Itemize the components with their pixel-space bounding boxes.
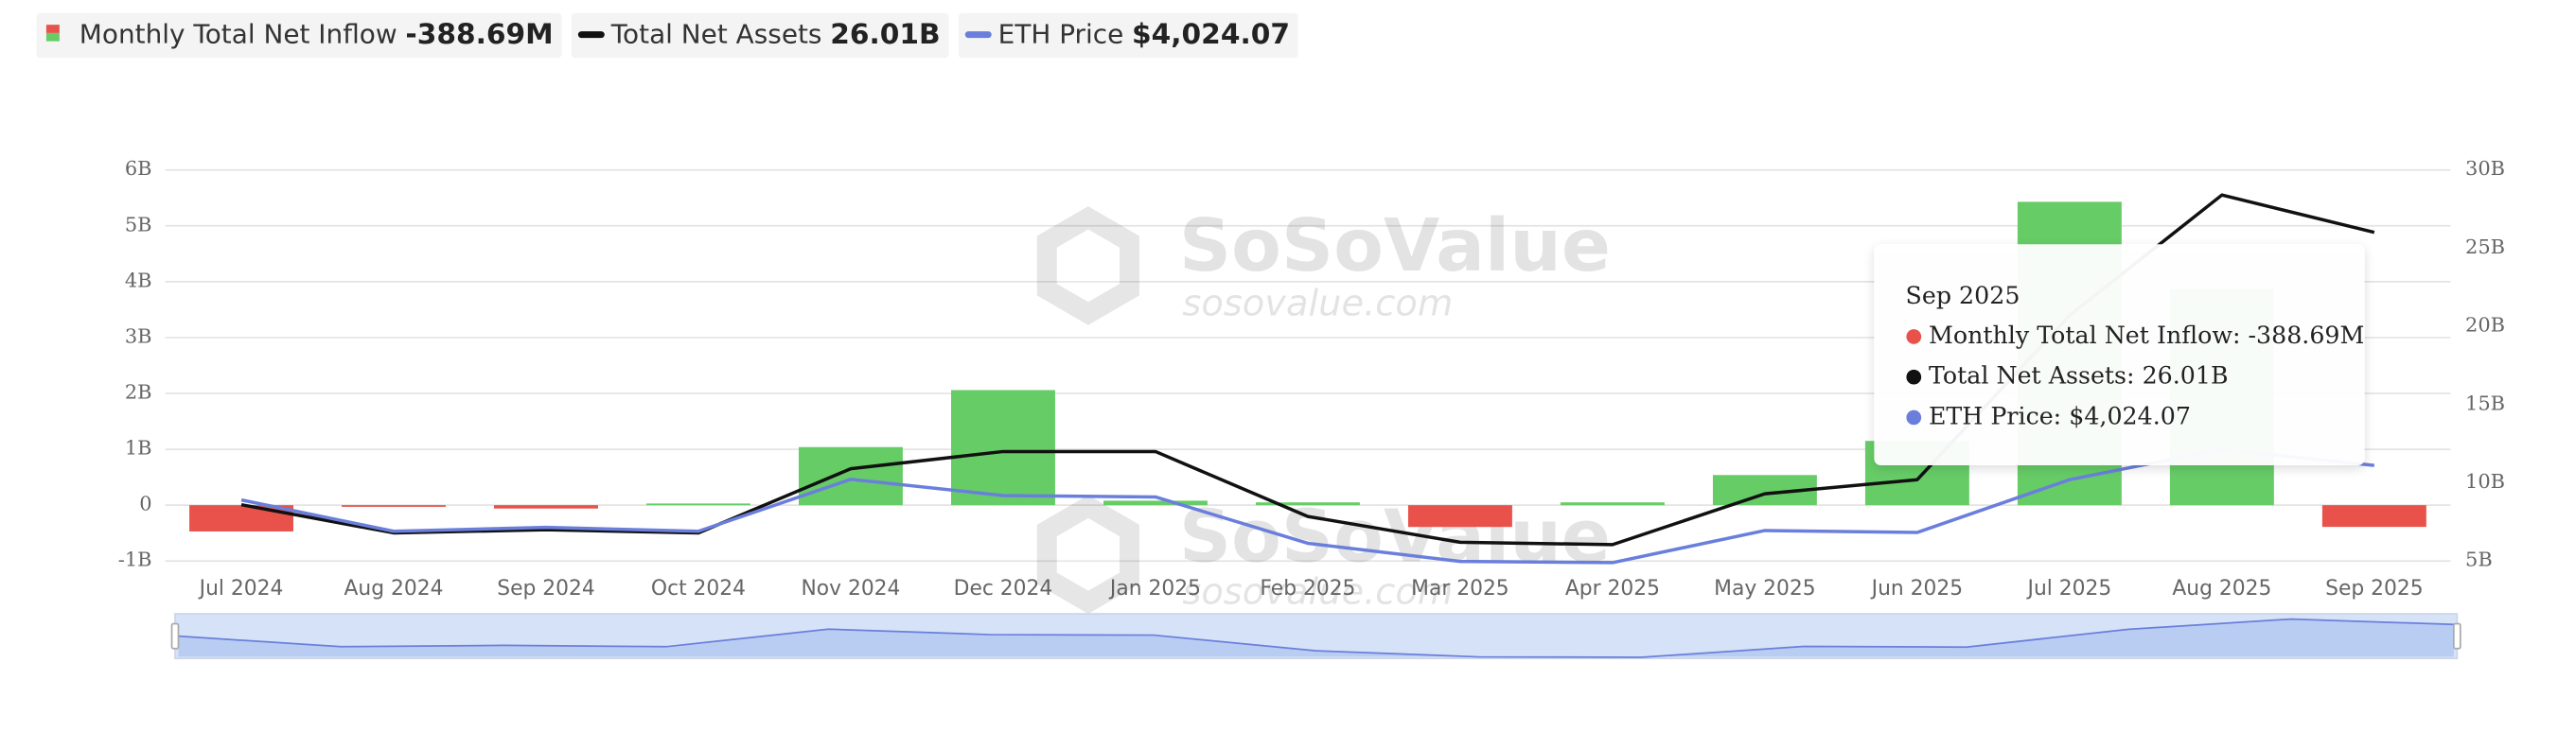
navigator-line: [178, 618, 2454, 658]
navigator-handle[interactable]: [2452, 622, 2461, 650]
x-tick-label: Jan 2025: [1108, 577, 1201, 601]
y-tick-label: 4B: [125, 269, 152, 291]
y-tick-label: 5B: [125, 213, 152, 235]
x-tick-label: Sep 2025: [2325, 577, 2423, 601]
x-tick-label: Oct 2024: [651, 577, 746, 601]
tooltip-item: Total Net Assets: 26.01B: [1929, 362, 2229, 390]
x-tick-label: Feb 2025: [1260, 577, 1355, 601]
legend-icon: [45, 32, 60, 42]
y2-tick-label: 20B: [2465, 314, 2505, 337]
x-tick-label: Jul 2024: [198, 577, 284, 601]
navigator-handle[interactable]: [170, 622, 180, 650]
tooltip-dot: [1906, 410, 1922, 426]
y2-tick-label: 10B: [2465, 470, 2505, 493]
x-tick-label: Jul 2025: [2026, 577, 2112, 601]
y-tick-label: 6B: [125, 157, 152, 180]
watermark-logo: [1036, 495, 1139, 615]
x-tick-label: Jun 2025: [1870, 577, 1963, 601]
x-tick-label: Aug 2024: [344, 577, 444, 601]
watermark-brand: SoSoValue: [1179, 495, 1611, 579]
x-tick-label: Nov 2024: [801, 577, 900, 601]
tooltip: Sep 2025 Monthly Total Net Inflow: -388.6…: [1874, 244, 2365, 466]
y-tick-label: 3B: [125, 324, 152, 347]
x-tick-label: Mar 2025: [1411, 577, 1509, 601]
bar: [1407, 505, 1512, 528]
x-tick-label: Dec 2024: [954, 577, 1053, 601]
x-tick-label: Apr 2025: [1565, 577, 1660, 601]
legend-label: Total Net Assets: [610, 19, 822, 50]
legend-label: Monthly Total Net Inflow: [79, 19, 397, 50]
bar: [2321, 505, 2426, 528]
watermark-brand: SoSoValue: [1179, 204, 1611, 288]
tooltip-item: Monthly Total Net Inflow: -388.69M: [1929, 322, 2364, 349]
watermark-logo: [1036, 206, 1139, 325]
tooltip-box: [1874, 244, 2365, 466]
legend-item-bg[interactable]: [958, 12, 1298, 59]
tooltip-dot: [1906, 329, 1922, 344]
tooltip-title: Sep 2025: [1906, 282, 2020, 309]
bar: [1103, 500, 1208, 506]
grid: -1B 0 1B 2B 3B 4B 5B 6B 5B 10B 15B 20B 25B 30B Jul 202…: [118, 157, 2505, 601]
watermark-site: sosovalue.com: [1182, 282, 1453, 324]
bar: [950, 390, 1055, 506]
y-tick-label: 2B: [125, 381, 152, 404]
y-tick-label: 1B: [125, 437, 152, 460]
y2-tick-label: 5B: [2465, 549, 2493, 571]
y2-tick-label: 30B: [2465, 157, 2505, 180]
y2-tick-label: 15B: [2465, 392, 2505, 414]
legend: Monthly Total Net Inflow -388.69M Total Ne…: [36, 12, 1298, 59]
legend-value: -388.69M: [405, 17, 553, 50]
x-tick-label: May 2025: [1714, 577, 1815, 601]
tooltip-dot: [1906, 369, 1922, 385]
y2-tick-label: 25B: [2465, 235, 2505, 258]
bar: [342, 505, 446, 507]
bar: [189, 505, 293, 532]
navigator-area: [178, 619, 2454, 657]
bar: [494, 505, 598, 509]
x-tick-label: Sep 2024: [497, 577, 594, 601]
y-tick-label: 0: [139, 493, 151, 515]
legend-item-bg[interactable]: [571, 12, 949, 59]
legend-icon: [45, 25, 60, 33]
y-tick-label: -1B: [118, 549, 152, 571]
legend-label: ETH Price: [998, 19, 1124, 50]
legend-value: $4,024.07: [1132, 17, 1290, 50]
bar: [1560, 502, 1665, 506]
navigator[interactable]: [170, 613, 2461, 660]
legend-item-bg[interactable]: [36, 12, 562, 59]
watermark: SoSoValue sosovalue.com SoSoValue sosova…: [1036, 204, 1611, 615]
x-tick-label: Aug 2025: [2172, 577, 2271, 601]
tooltip-item: ETH Price: $4,024.07: [1929, 402, 2191, 429]
legend-value: 26.01B: [830, 17, 940, 50]
bar: [1255, 502, 1360, 506]
watermark-site: sosovalue.com: [1182, 571, 1453, 614]
bar: [799, 446, 903, 506]
line-series: [240, 447, 2375, 565]
bar: [646, 503, 750, 506]
